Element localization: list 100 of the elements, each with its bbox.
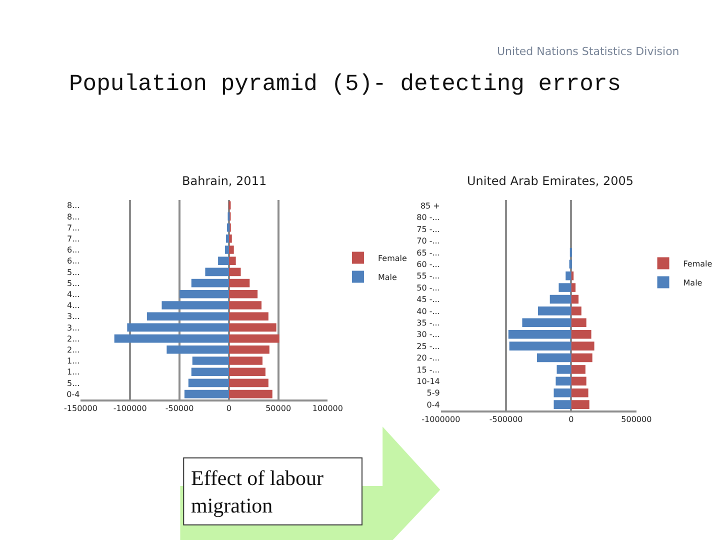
bar: [571, 330, 592, 339]
y-tick-label: 10-14: [416, 376, 440, 386]
y-tick-label: 75 -...: [416, 224, 440, 234]
bar: [571, 294, 579, 304]
y-tick-label: 70 -...: [416, 236, 440, 246]
bar: [571, 271, 574, 280]
text: United Nations Statistics Division: [497, 45, 680, 58]
y-tick-label: 25 -...: [416, 342, 440, 351]
y-tick-label: 80 -...: [416, 213, 440, 222]
y-tick-label: 5...: [67, 268, 80, 277]
bar: [571, 400, 590, 409]
bar: [228, 368, 266, 376]
bar: [569, 260, 572, 269]
bar: [571, 388, 588, 398]
y-tick-label: 65 -...: [416, 248, 440, 258]
y-tick-label: 4...: [67, 301, 80, 310]
bar: [556, 376, 572, 386]
x-tick-label: 0: [226, 404, 232, 414]
x-tick-label: -150000: [64, 404, 98, 414]
y-tick-label: 3...: [67, 323, 80, 332]
bar: [508, 330, 572, 339]
y-tick-label: 2...: [67, 334, 80, 344]
y-tick-label: 0-4: [66, 390, 80, 399]
x-tick-label: 0: [568, 415, 574, 424]
bar: [188, 378, 229, 388]
y-tick-label: 5...: [67, 278, 80, 288]
y-tick-label: 4...: [67, 290, 80, 299]
y-tick-label: 7...: [67, 223, 80, 232]
y-tick-label: 50 -...: [416, 283, 440, 292]
bar: [127, 323, 229, 332]
legend-label: Female: [378, 254, 407, 263]
bar: [228, 378, 268, 388]
bar: [228, 268, 241, 276]
x-tick-label: -1000000: [422, 415, 460, 424]
bar: [509, 342, 572, 350]
y-tick-label: 5-9: [426, 388, 440, 398]
bar: [228, 312, 268, 321]
bar: [228, 345, 270, 354]
chart-title: United Arab Emirates, 2005: [467, 174, 634, 188]
bar: [224, 246, 229, 254]
bar: [162, 301, 229, 310]
bar: [114, 334, 229, 343]
bar: [228, 334, 280, 343]
y-tick-label: 15 -...: [416, 365, 440, 374]
bar: [191, 278, 229, 288]
legend-label: Female: [683, 259, 712, 268]
bar: [228, 234, 232, 243]
y-tick-label: 1...: [67, 356, 80, 366]
bar: [571, 342, 594, 350]
y-tick-label: 30 -...: [416, 330, 440, 340]
legend-label: Male: [683, 278, 702, 288]
y-tick-label: 40 -...: [416, 306, 440, 316]
bar: [228, 256, 236, 266]
text: Effect of labour migration: [191, 466, 324, 518]
legend-label: Male: [378, 272, 398, 282]
bar: [571, 365, 586, 374]
bar: [205, 268, 229, 276]
y-tick-label: 35 -...: [416, 318, 440, 328]
bar: [571, 283, 576, 292]
x-tick-label: -100000: [113, 404, 147, 414]
bar: [228, 246, 234, 254]
x-tick-label: 100000: [312, 404, 343, 414]
x-tick-label: 50000: [266, 404, 292, 414]
y-tick-label: 2...: [67, 345, 80, 354]
bar: [146, 312, 229, 321]
y-tick-label: 8...: [67, 212, 80, 222]
bar: [228, 390, 272, 398]
x-tick-label: -50000: [165, 404, 194, 414]
y-tick-label: 7...: [67, 234, 80, 244]
y-tick-label: 0-4: [426, 400, 440, 410]
y-tick-label: 6...: [67, 256, 80, 266]
bar: [571, 353, 592, 362]
y-tick-label: 3...: [67, 312, 80, 322]
bar: [180, 290, 229, 298]
bar: [571, 306, 582, 316]
y-tick-label: 20 -...: [416, 354, 440, 363]
bar: [228, 301, 262, 310]
bar: [556, 365, 572, 374]
bar: [566, 271, 572, 280]
bar: [522, 318, 572, 328]
chart-title: Bahrain, 2011: [182, 174, 267, 188]
x-tick-label: 500000: [621, 415, 652, 424]
bar: [228, 278, 250, 288]
y-tick-label: 60 -...: [416, 260, 440, 269]
bar: [536, 353, 572, 362]
bar: [228, 290, 258, 298]
bar: [228, 323, 276, 332]
bar: [226, 234, 229, 243]
x-tick-label: -500000: [489, 415, 523, 424]
bar: [554, 388, 572, 398]
y-tick-label: 1...: [67, 368, 80, 377]
bar: [228, 356, 262, 365]
bar: [166, 345, 229, 354]
y-tick-label: 6...: [67, 246, 80, 255]
y-tick-label: 8...: [67, 201, 80, 210]
bar: [191, 368, 229, 376]
bar: [538, 306, 572, 316]
y-tick-label: 5...: [67, 378, 80, 388]
bar: [184, 390, 229, 398]
bar: [571, 376, 586, 386]
